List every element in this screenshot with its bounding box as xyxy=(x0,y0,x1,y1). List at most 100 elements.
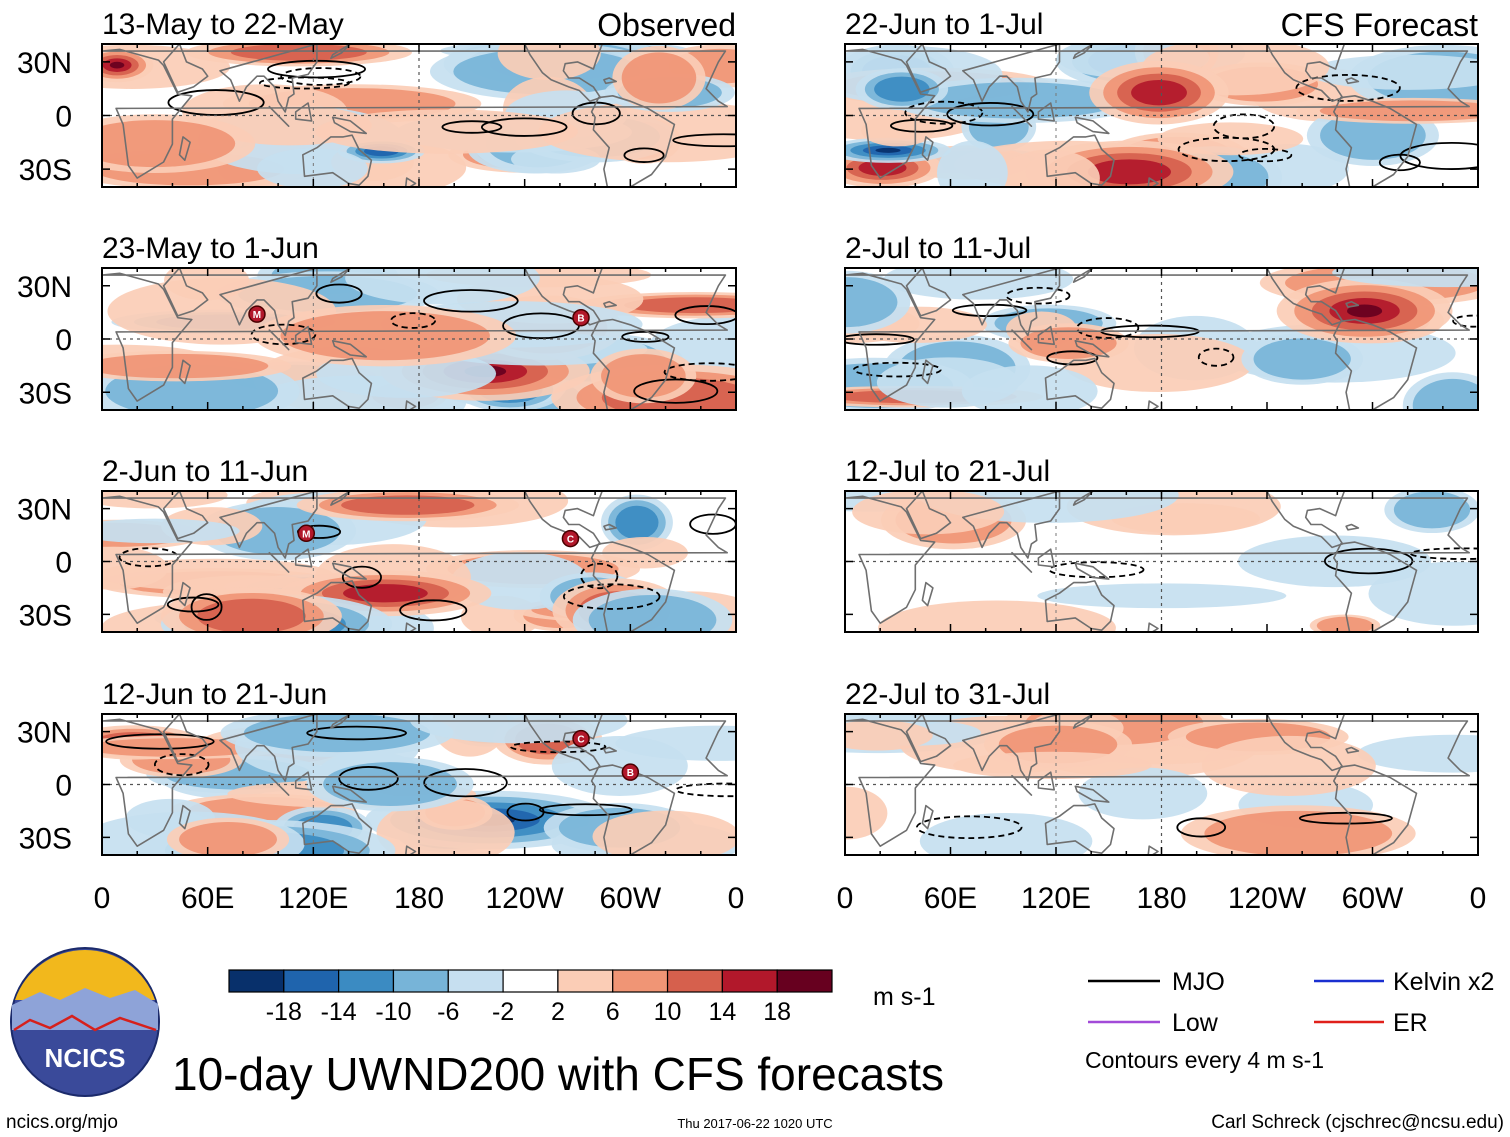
map-panel xyxy=(845,714,1478,855)
coastline xyxy=(331,116,368,135)
coastline xyxy=(102,718,729,848)
mjo-contour xyxy=(674,305,736,326)
coastline xyxy=(268,329,290,351)
colorbar-label: 18 xyxy=(763,998,791,1026)
mjo-contour xyxy=(1212,113,1276,140)
coastline xyxy=(961,491,1061,559)
mjo-contour xyxy=(390,312,437,329)
coastline xyxy=(268,105,290,127)
mjo-contour xyxy=(338,766,399,791)
x-tick-label: 120E xyxy=(1021,882,1091,915)
coastline xyxy=(404,622,417,632)
mjo-contour xyxy=(1378,153,1421,172)
map-panel xyxy=(845,491,1478,632)
coastline xyxy=(905,491,952,540)
map-panel xyxy=(102,491,736,632)
x-tick-label: 0 xyxy=(728,882,745,915)
coastline xyxy=(1147,177,1159,187)
coastline xyxy=(603,300,618,308)
coastline xyxy=(178,581,191,607)
anomaly-shade xyxy=(345,268,540,305)
colorbar-unit: m s-1 xyxy=(873,983,936,1011)
mjo-contour xyxy=(623,147,665,163)
storm-marker xyxy=(561,529,580,548)
coastline xyxy=(1011,551,1033,573)
contour-note: Contours every 4 m s-1 xyxy=(1085,1047,1324,1073)
map-panel xyxy=(102,268,736,410)
mjo-contour xyxy=(399,599,468,622)
anomaly-shade xyxy=(601,354,686,398)
map-panel xyxy=(845,268,1478,410)
colorbar-label: -14 xyxy=(321,998,357,1026)
coastline xyxy=(219,268,318,337)
colorbar-box xyxy=(447,969,504,993)
coastline xyxy=(1074,339,1110,358)
x-tick-label: 0 xyxy=(94,882,111,915)
legend-label: Low xyxy=(1172,1009,1219,1037)
colorbar-box xyxy=(228,969,285,993)
legend-label: ER xyxy=(1393,1009,1428,1037)
mjo-contour xyxy=(506,802,545,822)
coastline xyxy=(178,359,191,385)
coastline xyxy=(1333,541,1418,632)
colorbar-box xyxy=(557,969,614,993)
y-tick-label: 30S xyxy=(19,599,72,632)
coastline xyxy=(1072,714,1094,729)
coastline xyxy=(1044,580,1115,632)
anomaly-shade xyxy=(1332,268,1478,288)
mjo-contour xyxy=(946,102,1035,127)
anomaly-shade xyxy=(592,810,736,855)
colorbar-label: -6 xyxy=(437,998,459,1026)
mjo-contour xyxy=(1076,317,1140,339)
coastline xyxy=(1345,523,1360,531)
mjo-contour xyxy=(1046,350,1099,366)
mjo-contour xyxy=(538,803,633,817)
anomaly-shade xyxy=(1020,327,1117,359)
mjo-contour xyxy=(306,725,407,741)
anomaly-shade xyxy=(376,799,515,855)
panel-title: 22-Jul to 31-Jul xyxy=(845,678,1050,711)
coastline xyxy=(162,491,209,540)
anomaly-shade xyxy=(497,44,601,80)
anomaly-shade xyxy=(179,822,277,855)
anomaly-shade xyxy=(102,518,240,544)
anomaly-shade xyxy=(875,147,901,153)
anomaly-shade xyxy=(538,101,736,163)
storm-label: M xyxy=(302,529,310,540)
coastline xyxy=(102,495,729,625)
anomaly-shade xyxy=(197,598,306,632)
anomaly-shade xyxy=(1357,734,1478,773)
coastline xyxy=(301,134,373,186)
mjo-contour xyxy=(1409,547,1478,560)
coastline xyxy=(162,714,209,763)
coastline xyxy=(590,541,676,632)
author: Carl Schreck (cjschrec@ncsu.edu) xyxy=(1211,1112,1504,1133)
y-tick-label: 0 xyxy=(55,324,72,357)
coastline xyxy=(219,491,318,559)
storm-marker xyxy=(297,524,316,543)
coastline xyxy=(905,44,952,94)
x-tick-label: 180 xyxy=(1136,882,1186,915)
anomaly-shade xyxy=(164,268,250,301)
colorbar-label: -18 xyxy=(266,998,302,1026)
anomaly-shade xyxy=(1204,810,1393,855)
mjo-contour xyxy=(672,133,736,148)
anomaly-shade xyxy=(937,140,1008,187)
mjo-contour xyxy=(480,117,568,137)
coastline xyxy=(603,77,618,85)
x-tick-label: 120W xyxy=(1228,882,1307,915)
mjo-contour xyxy=(1238,148,1293,163)
logo-line xyxy=(13,1014,157,1032)
y-tick-label: 30N xyxy=(17,494,72,527)
map-panel xyxy=(102,44,736,187)
timestamp: Thu 2017-06-22 1020 UTC xyxy=(677,1116,832,1131)
anomaly-shade xyxy=(315,109,578,154)
colorbar-box xyxy=(338,969,395,993)
coastline xyxy=(331,785,368,803)
coastline xyxy=(1037,548,1055,568)
panel-title: 12-Jun to 21-Jun xyxy=(102,678,327,711)
coastline xyxy=(102,48,729,179)
coastline xyxy=(1011,105,1033,127)
coastline xyxy=(1011,329,1033,351)
